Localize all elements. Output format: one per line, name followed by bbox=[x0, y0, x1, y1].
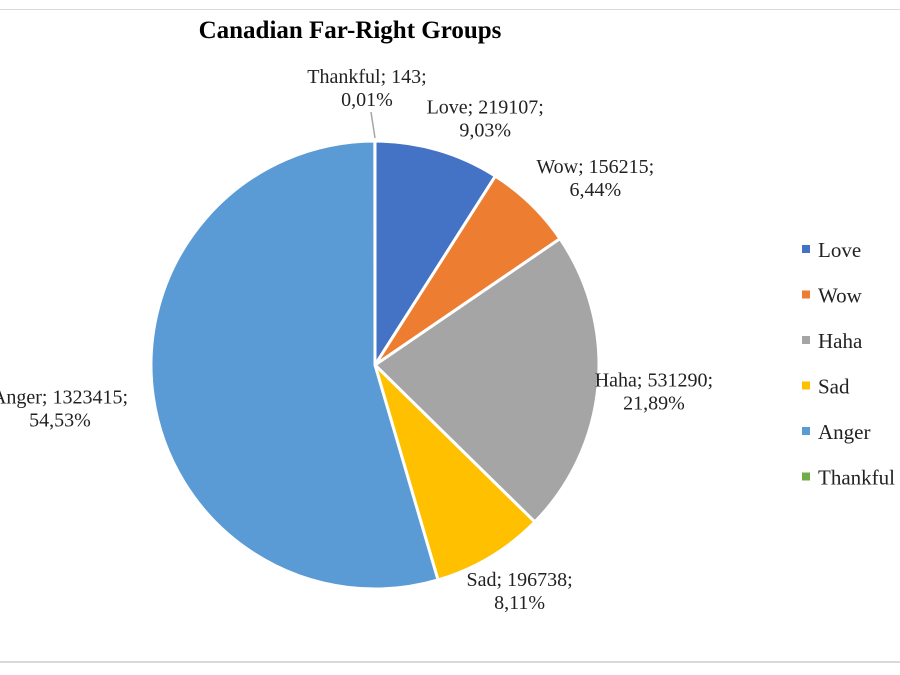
pie-slice-sad bbox=[373, 363, 537, 582]
legend-swatch-thankful bbox=[802, 472, 810, 481]
chart-title: Canadian Far-Right Groups bbox=[199, 17, 502, 44]
data-label-thankful: Thankful; 143; 0,01% bbox=[307, 66, 426, 111]
legend-swatch-haha bbox=[802, 336, 810, 344]
legend-label-haha: Haha bbox=[818, 329, 863, 353]
legend-label-wow: Wow bbox=[818, 284, 863, 308]
pie-slice-haha bbox=[373, 237, 601, 524]
legend-swatch-anger bbox=[802, 427, 810, 435]
data-label-haha: Haha; 531290; 21,89% bbox=[595, 370, 713, 415]
data-labels: Love; 219107; 9,03% Wow; 156215; 6,44% Haha;… bbox=[0, 66, 713, 614]
legend-swatch-sad bbox=[802, 381, 810, 390]
legend-swatch-love bbox=[802, 245, 810, 253]
legend-label-sad: Sad bbox=[818, 375, 850, 399]
data-label-anger: Anger; 1323415; 54,53% bbox=[0, 387, 128, 432]
pie-slice-love bbox=[373, 139, 497, 367]
legend-label-thankful: Thankful bbox=[818, 466, 895, 490]
legend: Love Wow Haha Sad Anger Thankful bbox=[802, 238, 895, 490]
data-label-sad: Sad; 196738; 8,11% bbox=[467, 569, 573, 614]
pie-slices bbox=[149, 139, 601, 591]
pie-slice-anger bbox=[149, 139, 440, 591]
legend-label-love: Love bbox=[818, 238, 861, 262]
top-divider bbox=[0, 9, 900, 10]
legend-swatch-wow bbox=[802, 290, 810, 299]
bottom-divider bbox=[0, 661, 900, 663]
data-label-love: Love; 219107; 9,03% bbox=[427, 96, 544, 141]
legend-label-anger: Anger bbox=[818, 420, 870, 444]
thankful-leader-line bbox=[370, 111, 376, 139]
data-label-wow: Wow; 156215; 6,44% bbox=[536, 156, 654, 201]
